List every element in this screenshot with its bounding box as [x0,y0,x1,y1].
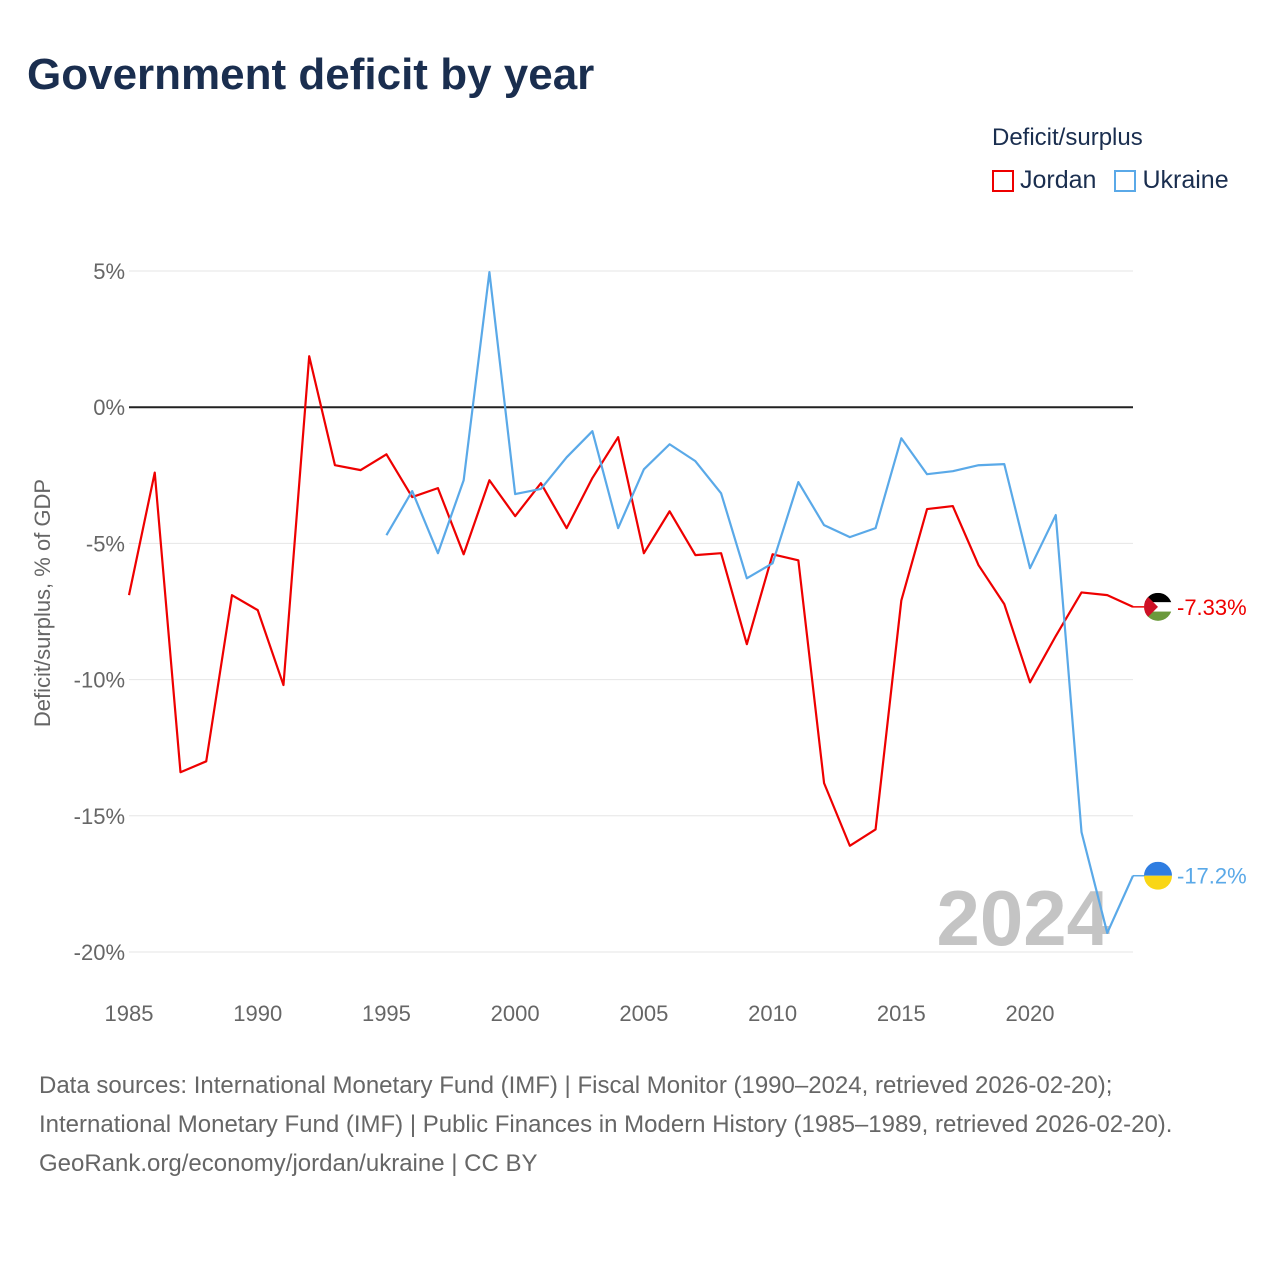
legend-label-ukraine: Ukraine [1142,166,1229,194]
series-line-jordan [127,355,1134,847]
legend-title: Deficit/surplus [992,124,1143,151]
x-tick-label: 2015 [877,1001,926,1026]
footer: Data sources: International Monetary Fun… [39,1066,1239,1183]
x-tick-label: 1990 [233,1001,282,1026]
ukraine-flag-icon [1144,861,1172,876]
y-tick-label: -20% [74,940,125,965]
series-line-ukraine [385,270,1135,935]
y-tick-label: 0% [93,395,125,420]
legend-swatch-ukraine [1114,169,1137,192]
y-axis-label: Deficit/surplus, % of GDP [30,479,55,727]
source-link[interactable]: GeoRank.org/economy/jordan/ukraine | CC … [39,1150,538,1177]
x-tick-label: 1995 [362,1001,411,1026]
jordan-flag-triangle [1144,592,1158,621]
line-chart: 2024 5% 0% -5% -10% -15% -20% 1985 1990 1995 2000 2… [30,259,1247,1026]
data-sources: Data sources: International Monetary Fun… [39,1072,1173,1138]
year-watermark: 2024 [936,874,1110,962]
x-tick-label: 2005 [619,1001,668,1026]
legend: Jordan Ukraine [992,166,1229,195]
x-tick-label: 2010 [748,1001,797,1026]
end-value-label-jordan: -7.33% [1177,595,1247,620]
y-tick-label: -15% [74,804,125,829]
y-tick-label: -5% [86,531,125,556]
jordan-flag-stripe [1144,611,1172,621]
x-tick-label: 2020 [1006,1001,1055,1026]
chart-title: Government deficit by year [27,50,595,99]
legend-item-ukraine[interactable]: Ukraine [1114,166,1229,195]
x-tick-label: 2000 [491,1001,540,1026]
ukraine-flag-stripe [1144,875,1172,890]
legend-swatch-jordan [992,169,1014,192]
legend-item-jordan[interactable]: Jordan [992,166,1096,195]
x-tick-label: 1985 [105,1001,154,1026]
end-value-label-ukraine: -17.2% [1177,864,1247,889]
jordan-flag-icon [1144,592,1172,603]
y-tick-label: -10% [74,668,125,693]
legend-label-jordan: Jordan [1020,166,1097,194]
jordan-flag-stripe [1144,602,1172,612]
y-tick-label: 5% [93,259,125,284]
